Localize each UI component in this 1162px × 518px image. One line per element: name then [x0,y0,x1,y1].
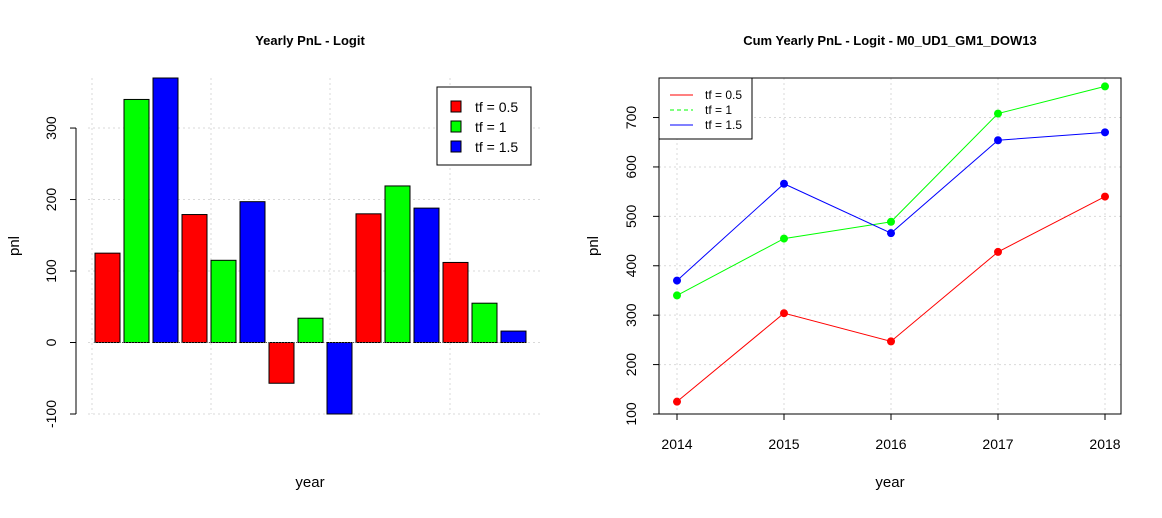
bar-legend-swatch [450,140,462,153]
line-chart-title: Cum Yearly PnL - Logit - M0_UD1_GM1_DOW1… [743,33,1037,48]
line-y-tick-label: 500 [623,204,639,228]
line-point-3-2016 [887,229,895,238]
bar-legend-label: tf = 1.5 [475,139,518,155]
bar-2018-2 [471,302,498,344]
line-y-tick-label: 100 [623,402,639,426]
line-y-tick-label: 600 [623,155,639,179]
line-point-1-2016 [887,337,895,346]
line-point-3-2017 [994,136,1002,145]
bar-y-tick-label: 200 [43,188,59,212]
bar-2014-2 [123,98,150,344]
bar-chart-title: Yearly PnL - Logit [255,33,365,48]
line-point-3-2014 [673,276,681,285]
line-point-1-2014 [673,397,681,406]
line-legend-label: tf = 1 [705,103,732,117]
bar-2016-3 [326,342,353,415]
line-y-tick-label: 200 [623,353,639,377]
line-point-2-2017 [994,109,1002,118]
bar-y-tick-label: -100 [43,400,59,428]
line-x-tick-label: 2017 [982,436,1013,452]
line-point-1-2015 [780,309,788,318]
line-point-1-2018 [1101,192,1109,201]
line-point-2-2014 [673,291,681,300]
bar-legend-label: tf = 1 [475,119,507,135]
bar-2018-1 [442,261,469,344]
line-point-1-2017 [994,247,1002,256]
bar-chart-bars [94,77,527,415]
bar-chart-ylabel: pnl [6,236,23,256]
bar-2014-3 [152,77,179,344]
line-chart-ylabel: pnl [585,236,602,256]
line-y-tick-label: 400 [623,254,639,278]
bar-2017-1 [355,213,382,344]
bar-chart-legend: tf = 0.5 tf = 1 tf = 1.5 [436,86,532,166]
line-point-2-2016 [887,217,895,226]
bar-legend-swatch [450,120,462,133]
bar-chart-yearly-pnl: Yearly PnL - Logit year pnl -100 0 100 200 3… [6,33,540,491]
line-legend-box [658,77,753,140]
line-y-tick-label: 700 [623,106,639,130]
line-chart-lines [673,82,1109,406]
bar-legend-label: tf = 0.5 [475,99,518,115]
line-chart-xlabel: year [875,474,904,491]
bar-2016-1 [268,342,295,384]
bar-y-tick-label: 100 [43,259,59,283]
bar-2018-3 [500,330,527,344]
bar-2017-3 [413,207,440,344]
line-point-3-2015 [780,179,788,188]
line-x-tick-label: 2014 [661,436,692,452]
bar-chart-xlabel: year [295,474,324,491]
bar-2015-3 [239,201,266,344]
bar-2015-1 [181,214,208,344]
line-x-tick-label: 2018 [1089,436,1120,452]
line-chart-axes: 100 200 300 400 500 600 700 2014 2015 2016 2017 201… [623,77,1122,452]
bar-y-tick-label: 300 [43,116,59,140]
bar-2017-2 [384,185,411,344]
line-plot-box [658,77,1122,415]
line-y-tick-label: 300 [623,303,639,327]
line-chart-cum-pnl: Cum Yearly PnL - Logit - M0_UD1_GM1_DOW1… [585,33,1122,491]
line-point-3-2018 [1101,128,1109,137]
bar-legend-swatch [450,100,462,113]
line-legend-label: tf = 0.5 [705,88,742,102]
line-x-tick-label: 2015 [768,436,799,452]
bar-2014-1 [94,252,121,344]
line-point-2-2015 [780,234,788,243]
line-x-tick-label: 2016 [875,436,906,452]
bar-chart-y-axis: -100 0 100 200 300 [43,116,77,428]
bar-y-tick-label: 0 [43,338,59,346]
bar-2016-2 [297,317,324,344]
line-point-2-2018 [1101,82,1109,91]
line-chart-legend: tf = 0.5tf = 1tf = 1.5 [658,77,753,140]
bar-2015-2 [210,259,237,344]
line-legend-label: tf = 1.5 [705,118,742,132]
